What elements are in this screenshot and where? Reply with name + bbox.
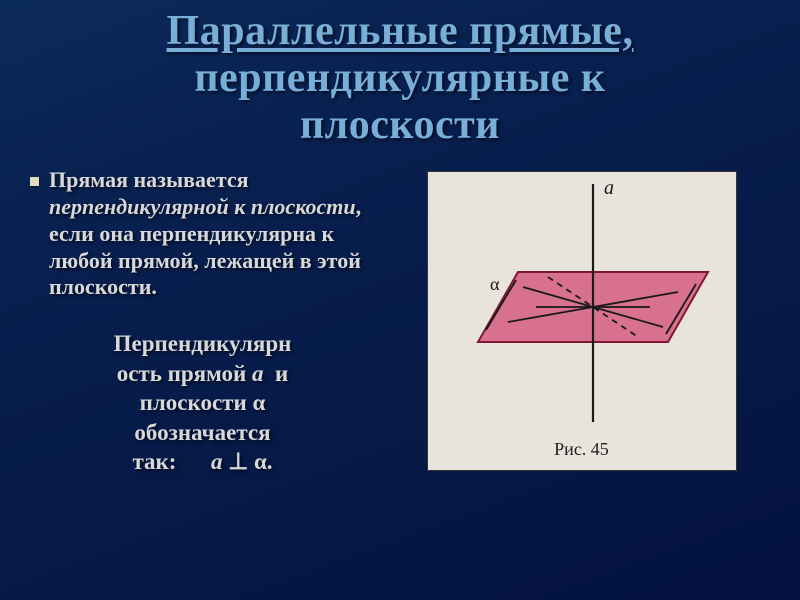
definition-lead: Прямая называется (49, 167, 249, 192)
figure: a α Рис. 45 (427, 171, 737, 471)
notation-l4: обозначается (134, 420, 270, 445)
content-row: Прямая называется перпендикулярной к пло… (30, 167, 770, 476)
definition-block: Прямая называется перпендикулярной к пло… (30, 167, 375, 301)
notation-l2: ость прямой а и (117, 361, 289, 386)
notation-l3: плоскости α (140, 390, 266, 415)
figure-svg: a α (428, 172, 738, 432)
definition-text: Прямая называется перпендикулярной к пло… (49, 167, 375, 301)
definition-emphasis: перпендикулярной к плоскости (49, 194, 356, 219)
line-label: a (604, 177, 614, 199)
slide: Параллельные прямые,перпендикулярные кпл… (0, 0, 800, 600)
left-column: Прямая называется перпендикулярной к пло… (30, 167, 375, 476)
right-column: a α Рис. 45 (393, 167, 770, 476)
figure-caption: Рис. 45 (428, 439, 736, 460)
notation-text: Перпендикулярн ость прямой а и плоскости… (30, 329, 375, 476)
notation-l1: Перпендикулярн (114, 331, 292, 356)
notation-l5: так: а ⊥ α. (132, 449, 272, 474)
plane-label: α (490, 274, 500, 294)
bullet-icon (30, 177, 39, 186)
slide-title: Параллельные прямые,перпендикулярные кпл… (30, 8, 770, 149)
